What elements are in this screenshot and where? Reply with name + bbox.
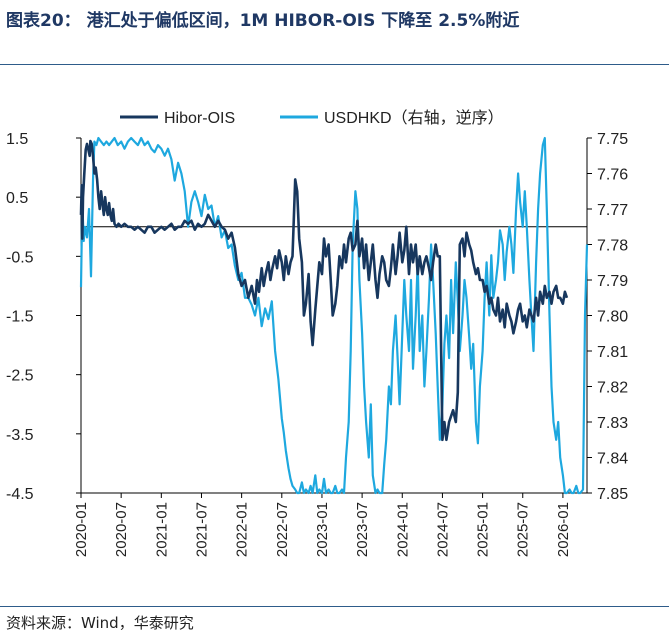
legend: Hibor-OIS USDHKD（右轴，逆序） [120, 109, 504, 127]
y-right-tick-label: 7.78 [597, 238, 628, 255]
axes: 1.5 0.5 -0.5 -1.5 -2.5 -3.5 -4.5 7.75 7.76 7.77 7.… [6, 131, 628, 557]
x-tick-label: 2020-01 [73, 502, 90, 557]
series-line-hibor-ois [79, 139, 569, 442]
x-tick-label: 2024-07 [434, 502, 451, 557]
y-right-tick-label: 7.79 [597, 273, 628, 290]
x-tick-label: 2021-07 [193, 502, 210, 557]
y-right-tick-label: 7.84 [597, 451, 628, 468]
figure-title: 图表20： 港汇处于偏低区间，1M HIBOR-OIS 下降至 2.5%附近 [6, 11, 520, 31]
top-rule [0, 64, 669, 65]
x-tick-label: 2022-01 [234, 502, 251, 557]
y-left-tick-label: -0.5 [6, 249, 34, 266]
legend-label-hibor: Hibor-OIS [164, 110, 235, 127]
y-right-tick-label: 7.83 [597, 415, 628, 432]
y-right-tick-label: 7.81 [597, 344, 628, 361]
y-left-tick-label: 0.5 [6, 190, 28, 207]
x-tick-label: 2025-01 [475, 502, 492, 557]
x-tick-label: 2020-07 [113, 502, 130, 557]
y-right-tick-label: 7.75 [597, 131, 628, 148]
x-tick-label: 2021-01 [153, 502, 170, 557]
legend-label-usdhkd: USDHKD（右轴，逆序） [324, 109, 504, 127]
series-group [79, 136, 589, 495]
y-right-tick-label: 7.82 [597, 380, 628, 397]
bottom-rule [0, 606, 669, 607]
series-line-usdhkd [79, 136, 589, 495]
x-tick-label: 2026-01 [555, 502, 572, 557]
x-tick-label: 2023-01 [314, 502, 331, 557]
y-right-tick-label: 7.85 [597, 486, 628, 503]
y-left-tick-label: 1.5 [6, 131, 28, 148]
y-right-tick-label: 7.77 [597, 202, 628, 219]
y-right-tick-label: 7.76 [597, 167, 628, 184]
x-tick-label: 2025-07 [515, 502, 532, 557]
x-tick-label: 2024-01 [394, 502, 411, 557]
x-tick-label: 2022-07 [274, 502, 291, 557]
y-left-tick-label: -2.5 [6, 368, 34, 385]
source-note: 资料来源：Wind，华泰研究 [6, 614, 194, 632]
y-left-tick-label: -3.5 [6, 427, 34, 444]
y-right-tick-label: 7.80 [597, 309, 628, 326]
y-left-tick-label: -4.5 [6, 486, 34, 503]
x-tick-label: 2023-07 [354, 502, 371, 557]
y-left-tick-label: -1.5 [6, 309, 34, 326]
